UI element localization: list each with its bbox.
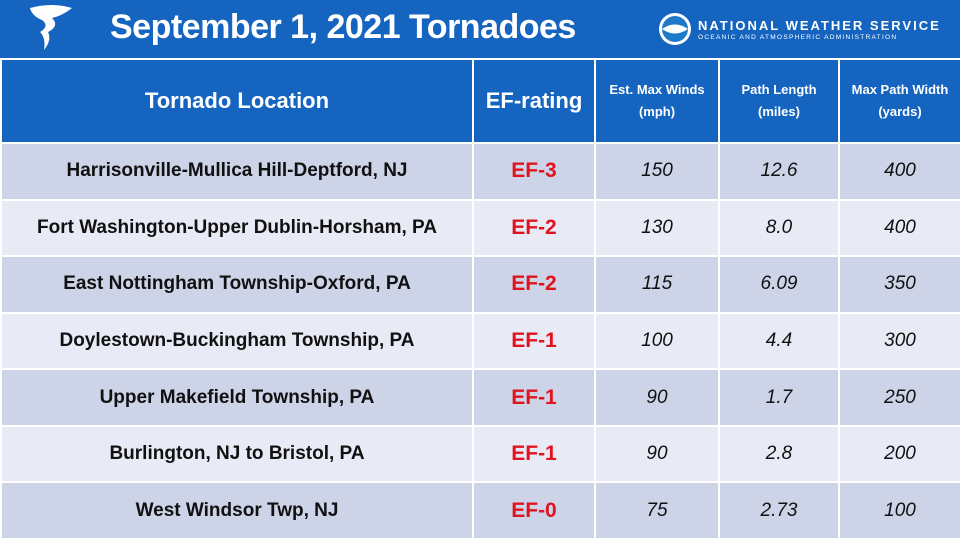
table-row: East Nottingham Township-Oxford, PA EF-2 1… [0, 255, 960, 314]
location-cell: Burlington, NJ to Bristol, PA [0, 424, 474, 484]
location-cell: Upper Makefield Township, PA [0, 368, 474, 427]
value-cell: 400 [838, 198, 960, 258]
table-row: Upper Makefield Township, PA EF-1 90 1.7 250 [0, 368, 960, 427]
value-cell: 300 [838, 311, 960, 371]
value-cell: 1.7 [718, 368, 840, 427]
value-cell: 115 [594, 255, 720, 314]
value-cell: 350 [838, 255, 960, 314]
value-cell: 100 [594, 311, 720, 371]
table-row: Fort Washington-Upper Dublin-Horsham, PA… [0, 198, 960, 258]
column-header: Tornado Location [0, 58, 474, 144]
rating-cell: EF-3 [472, 142, 596, 201]
column-header: Path Length (miles) [718, 58, 840, 144]
noaa-logo [659, 13, 691, 45]
value-cell: 2.73 [718, 481, 840, 540]
rating-cell: EF-1 [472, 311, 596, 371]
header-row: Tornado Location EF-rating Est. Max Winds … [0, 58, 960, 144]
rating-cell: EF-2 [472, 198, 596, 258]
rating-cell: EF-2 [472, 255, 596, 314]
value-cell: 8.0 [718, 198, 840, 258]
agency: NATIONAL WEATHER SERVICE [698, 18, 941, 33]
location-cell: Harrisonville-Mullica Hill-Deptford, NJ [0, 142, 474, 201]
value-cell: 90 [594, 368, 720, 427]
value-cell: 90 [594, 424, 720, 484]
value-cell: 200 [838, 424, 960, 484]
tornado-icon [30, 5, 72, 50]
table-row: Burlington, NJ to Bristol, PA EF-1 90 2.8 20… [0, 424, 960, 484]
value-cell: 6.09 [718, 255, 840, 314]
value-cell: 75 [594, 481, 720, 540]
rating-cell: EF-1 [472, 424, 596, 484]
table-row: West Windsor Twp, NJ EF-0 75 2.73 100 [0, 481, 960, 540]
location-cell: East Nottingham Township-Oxford, PA [0, 255, 474, 314]
value-cell: 400 [838, 142, 960, 201]
table-row: Harrisonville-Mullica Hill-Deptford, NJ E… [0, 142, 960, 201]
table-row: Doylestown-Buckingham Township, PA EF-1 10… [0, 311, 960, 371]
rating-cell: EF-0 [472, 481, 596, 540]
value-cell: 100 [838, 481, 960, 540]
value-cell: 150 [594, 142, 720, 201]
value-cell: 250 [838, 368, 960, 427]
column-header: Max Path Width (yards) [838, 58, 960, 144]
subagency: OCEANIC AND ATMOSPHERIC ADMINISTRATION [698, 34, 898, 41]
rating-cell: EF-1 [472, 368, 596, 427]
tornado-table: Tornado Location EF-rating Est. Max Winds … [0, 58, 960, 540]
location-cell: Fort Washington-Upper Dublin-Horsham, PA [0, 198, 474, 258]
value-cell: 4.4 [718, 311, 840, 371]
column-header: Est. Max Winds (mph) [594, 58, 720, 144]
location-cell: West Windsor Twp, NJ [0, 481, 474, 540]
value-cell: 12.6 [718, 142, 840, 201]
header-bar: September 1, 2021 Tornadoes NATIONAL WEA… [0, 0, 960, 58]
value-cell: 2.8 [718, 424, 840, 484]
title: September 1, 2021 Tornadoes [110, 8, 576, 46]
value-cell: 130 [594, 198, 720, 258]
location-cell: Doylestown-Buckingham Township, PA [0, 311, 474, 371]
column-header: EF-rating [472, 58, 596, 144]
